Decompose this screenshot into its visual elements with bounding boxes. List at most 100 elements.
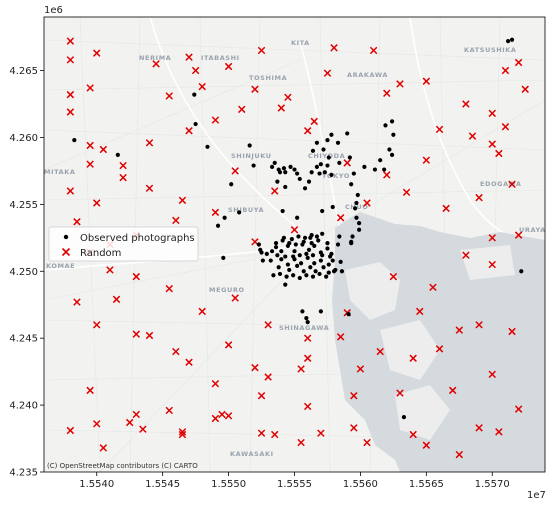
random-point [119,161,127,170]
observed-point [378,158,383,163]
observed-point [519,269,524,274]
random-point [514,231,523,239]
random-point [396,80,404,88]
random-point [488,260,496,269]
observed-point [345,131,350,136]
y-offset-label: 1e6 [44,5,63,16]
observed-point [295,263,300,269]
random-point [501,123,510,131]
random-point [396,389,404,397]
observed-point [362,164,367,169]
random-point [350,391,358,400]
observed-point [313,269,318,274]
observed-point [279,257,284,262]
observed-point [346,311,351,317]
observed-point [115,152,120,157]
observed-point [306,247,312,252]
random-point [185,358,193,366]
random-point [475,321,483,329]
random-point [152,60,160,68]
random-point [303,127,312,135]
observed-point [295,171,300,176]
random-point [66,90,75,99]
observed-point [326,270,331,275]
random-point [297,438,305,447]
y-tick-label: 4.240 [9,401,38,412]
x-tick-label: 1.5540 [79,479,114,490]
observed-point [280,208,285,214]
random-point [93,199,101,207]
observed-point [260,258,265,263]
random-point [475,424,483,432]
random-point [264,321,272,329]
y-tick-label: 4.255 [9,200,38,211]
observed-point [285,262,291,267]
random-point [198,82,206,91]
random-point [488,109,496,118]
x-tick-label: 1.5545 [145,479,180,490]
random-point [132,330,141,338]
map-label-edogawa: EDOGAWA [480,180,522,188]
map-attribution: (C) OpenStreetMap contributors (C) CARTO [47,462,198,470]
series-random [66,37,529,459]
map-label-chiyoda: CHIYODA [308,152,345,160]
observed-point [318,309,323,314]
observed-point [305,320,310,325]
random-point [93,321,101,329]
map-label-urayasu: URAYASU [519,226,552,234]
observed-point [283,170,288,175]
map-label-shinjuku: SHINJUKU [231,152,272,160]
random-point [86,84,94,92]
observed-point [314,164,320,169]
random-point [488,140,496,148]
legend-label-observed: Observed photographs [80,233,195,244]
map-label-shinagawa: SHINAGAWA [279,324,329,332]
random-point [336,214,345,222]
observed-point [330,258,335,263]
random-point [99,145,108,154]
random-point [66,108,75,116]
observed-point [327,254,333,259]
random-point [257,46,266,55]
random-point [172,347,180,356]
random-point [125,418,134,427]
observed-point [259,250,264,255]
random-point [488,234,496,242]
observed-point [269,249,275,254]
random-point [211,116,220,124]
observed-point [276,265,281,270]
random-point [185,53,193,61]
observed-point [316,238,321,243]
legend-marker-observed [63,234,69,240]
random-point [303,402,312,411]
map-label-mitaka: MITAKA [44,168,76,176]
random-point [238,105,246,114]
y-axis: 4.235 4.240 4.245 4.250 4.255 4.260 4.265 [9,66,44,479]
observed-point [309,233,314,238]
random-point [178,196,187,205]
observed-point [317,271,322,277]
random-point [106,266,114,274]
random-point [86,386,94,395]
random-point [198,307,206,316]
observed-point [318,258,323,263]
map-label-kawasaki: KAWASAKI [230,450,274,458]
x-tick-label: 1.5560 [343,479,378,490]
observed-point [289,237,294,242]
random-point [521,85,529,93]
map-label-meguro: MEGURO [209,286,245,294]
observed-point [229,182,234,187]
observed-point [297,275,302,281]
x-tick-label: 1.5555 [277,479,312,490]
observed-point [335,242,341,247]
observed-point [310,148,316,153]
random-point [363,438,371,447]
random-point [264,373,272,381]
random-point [119,173,127,182]
x-tick-label: 1.5565 [409,479,444,490]
random-point [284,93,292,102]
observed-point [300,309,305,314]
observed-point [314,234,320,239]
random-point [435,345,444,353]
random-point [211,379,220,388]
